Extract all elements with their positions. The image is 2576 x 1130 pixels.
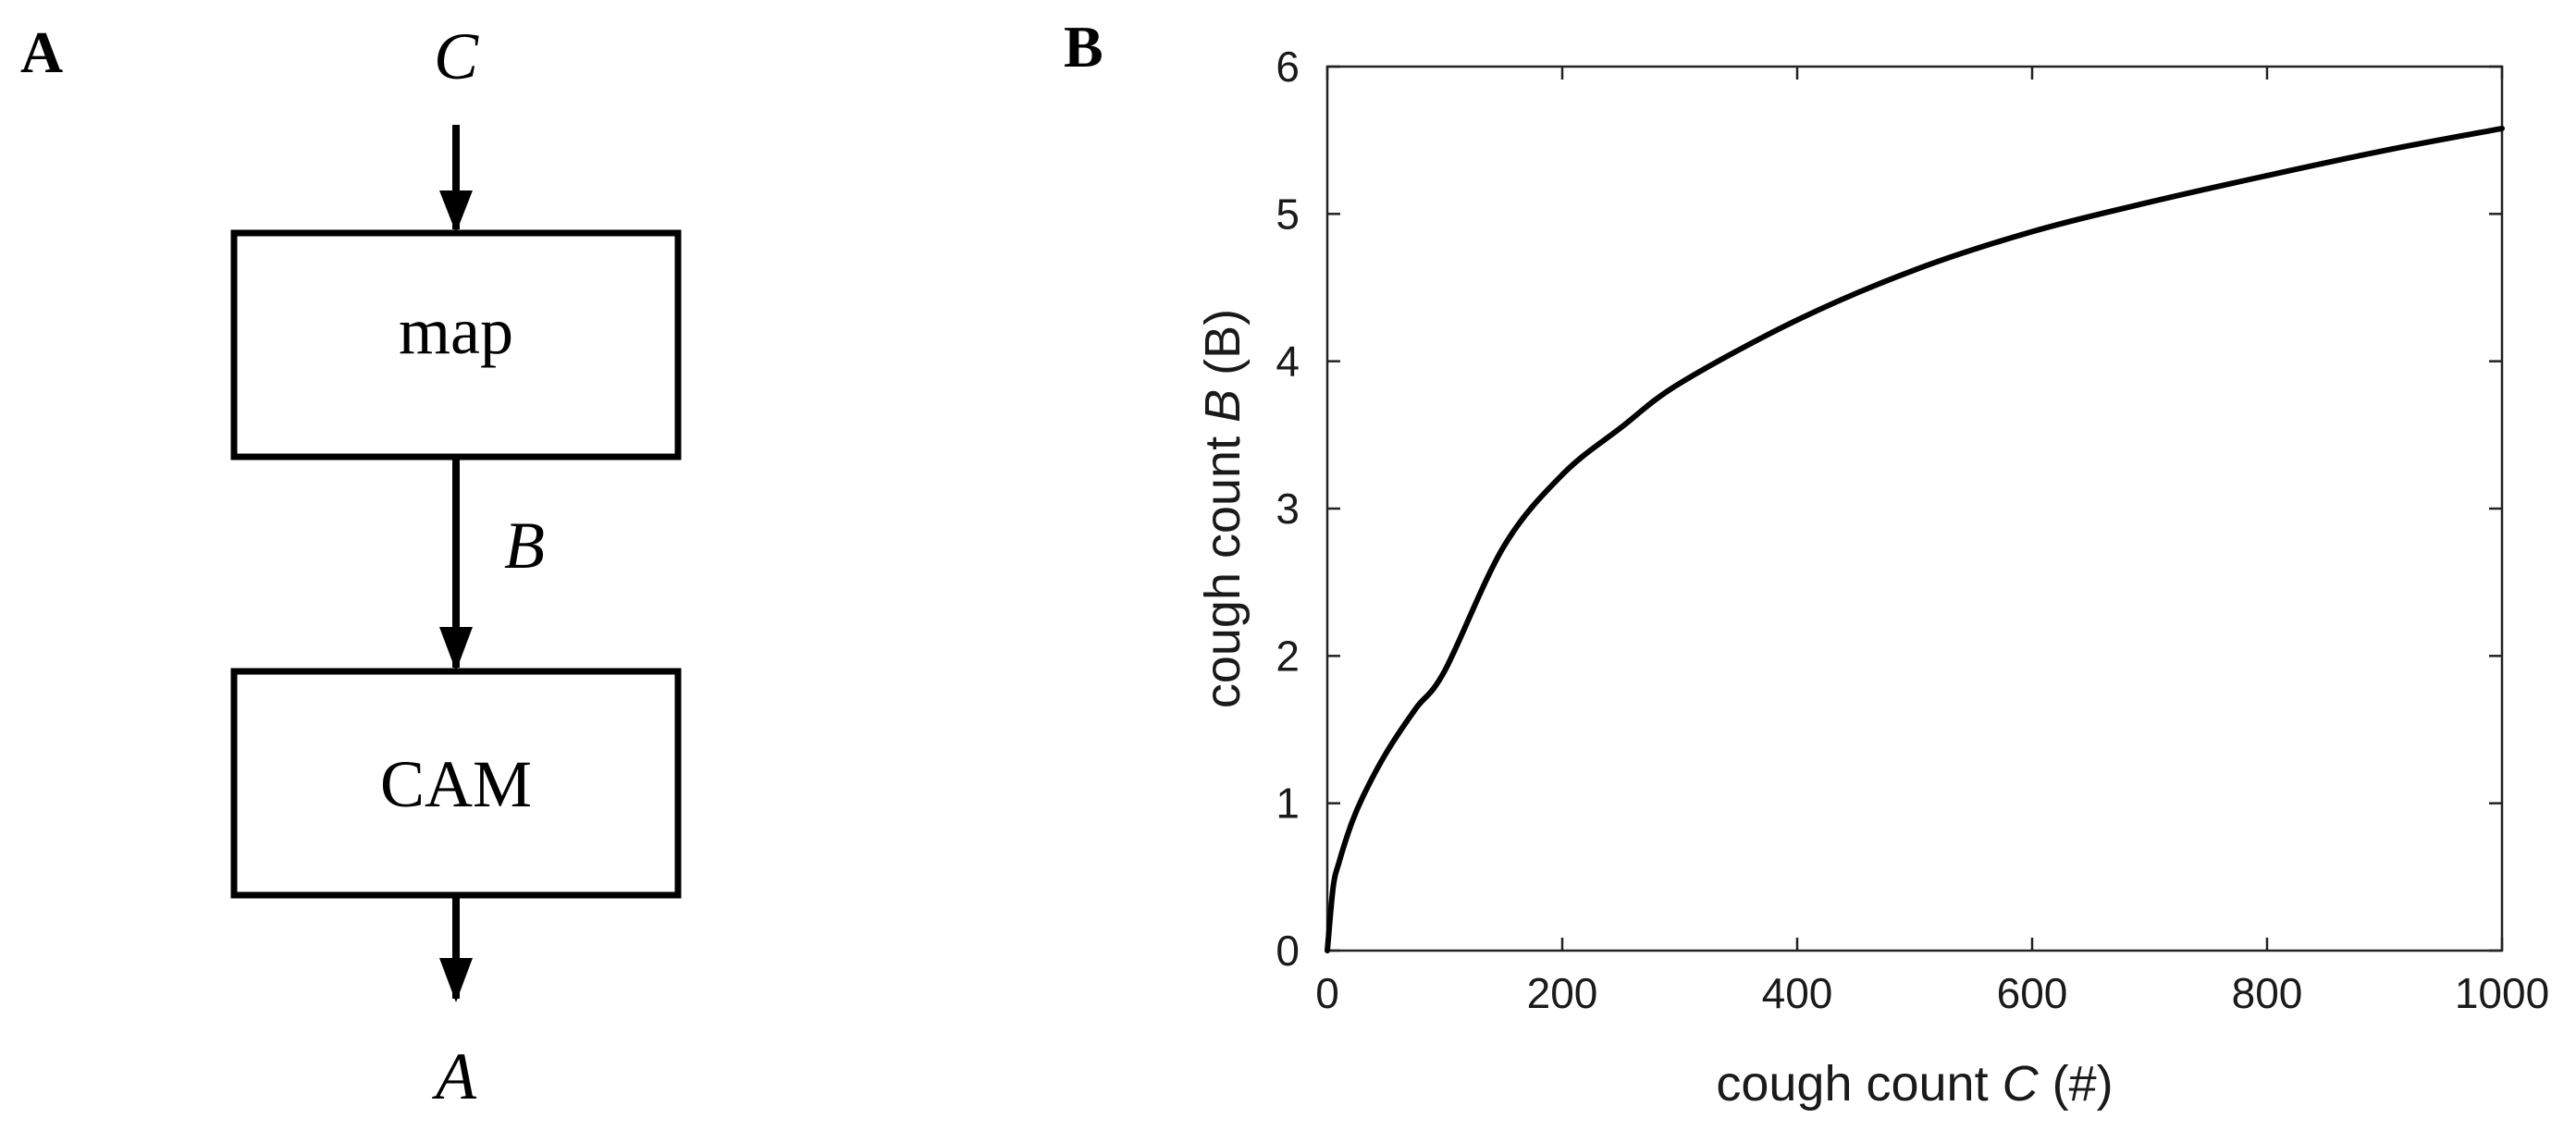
- panel-b-chart: B 0 200 400 600 800 1000 0 1 2 3 4 5 6 cough count …: [1064, 14, 2549, 1112]
- signal-b-label: B: [504, 509, 545, 583]
- arrow-c-to-map-head: [439, 190, 473, 233]
- plot-frame: [1325, 65, 2504, 952]
- y-tick-label: 1: [1276, 780, 1300, 828]
- y-tick-label: 5: [1276, 190, 1300, 238]
- panel-a-letter: A: [20, 19, 63, 85]
- arrow-map-to-cam-head: [439, 627, 473, 671]
- x-tick-label: 200: [1527, 969, 1598, 1017]
- x-tick-label: 0: [1315, 969, 1339, 1017]
- input-c-label: C: [434, 19, 479, 93]
- arrow-cam-to-a-head: [439, 958, 473, 1002]
- y-axis-ticks: 0 1 2 3 4 5 6: [1276, 43, 2502, 975]
- y-tick-label: 3: [1276, 485, 1300, 533]
- x-tick-label: 400: [1762, 969, 1833, 1017]
- x-tick-label: 800: [2232, 969, 2303, 1017]
- output-a-label: A: [432, 1039, 477, 1113]
- map-box-label: map: [399, 294, 513, 368]
- y-tick-label: 4: [1276, 338, 1300, 386]
- panel-b-letter: B: [1064, 14, 1103, 80]
- series-line: [1325, 125, 2505, 953]
- cam-box-label: CAM: [380, 747, 532, 821]
- x-axis-ticks: 0 200 400 600 800 1000: [1315, 67, 2549, 1017]
- panel-a-diagram: A C map B CAM A: [20, 19, 682, 1113]
- x-tick-label: 600: [1997, 969, 2068, 1017]
- cam-box: [230, 668, 682, 899]
- y-tick-label: 2: [1276, 632, 1300, 680]
- x-tick-label: 1000: [2455, 969, 2549, 1017]
- x-axis-label: cough count C (#): [1716, 1056, 2113, 1112]
- y-axis-label: cough count B (B): [1195, 309, 1251, 708]
- y-tick-label: 0: [1276, 927, 1300, 975]
- y-tick-label: 6: [1276, 43, 1300, 91]
